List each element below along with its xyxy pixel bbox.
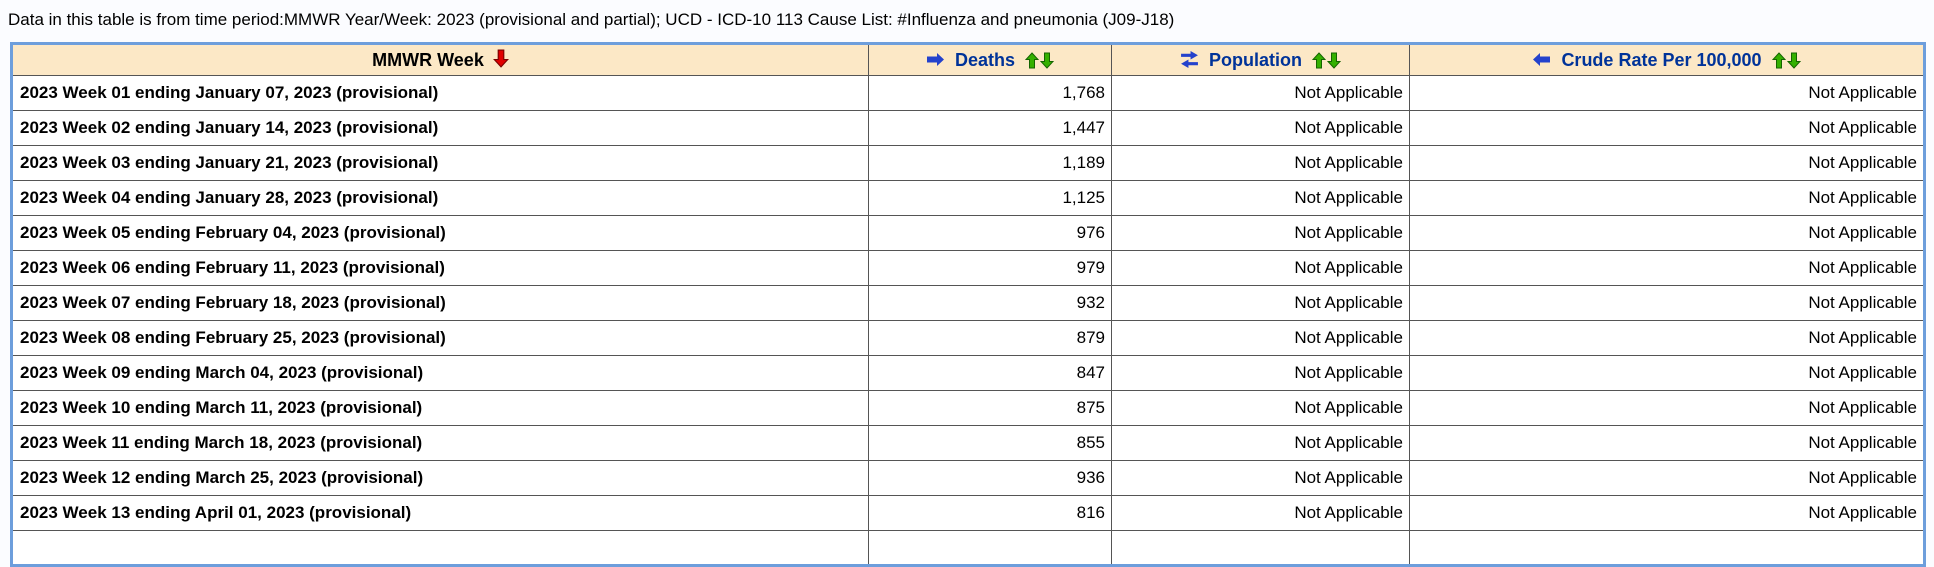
table-row: 2023 Week 12 ending March 25, 2023 (prov…: [11, 459, 1925, 496]
header-row: MMWR Week Deaths Population Crude Rate P…: [11, 43, 1925, 76]
crude-rate-cell: Not Applicable: [1409, 109, 1925, 146]
population-cell: Not Applicable: [1111, 74, 1410, 111]
crude-rate-cell: Not Applicable: [1409, 284, 1925, 321]
population-cell: Not Applicable: [1111, 494, 1410, 531]
deaths-cell: 879: [868, 319, 1112, 356]
population-cell: Not Applicable: [1111, 424, 1410, 461]
mmwr-week-cell: 2023 Week 10 ending March 11, 2023 (prov…: [11, 389, 869, 426]
mmwr-week-cell: 2023 Week 08 ending February 25, 2023 (p…: [11, 319, 869, 356]
mmwr-week-cell: 2023 Week 04 ending January 28, 2023 (pr…: [11, 179, 869, 216]
mmwr-week-cell: 2023 Week 09 ending March 04, 2023 (prov…: [11, 354, 869, 391]
deaths-cell: 979: [868, 249, 1112, 286]
sort-controls: [1024, 49, 1055, 70]
mmwr-week-cell: 2023 Week 03 ending January 21, 2023 (pr…: [11, 144, 869, 181]
table-row: 2023 Week 07 ending February 18, 2023 (p…: [11, 284, 1925, 321]
population-cell: Not Applicable: [1111, 144, 1410, 181]
deaths-cell: 932: [868, 284, 1112, 321]
deaths-cell: 976: [868, 214, 1112, 251]
table-row-partial: [11, 529, 1925, 566]
results-table: MMWR Week Deaths Population Crude Rate P…: [10, 42, 1926, 567]
move-column-left-icon[interactable]: [1532, 52, 1551, 67]
crude-rate-cell: Not Applicable: [1409, 389, 1925, 426]
table-row: 2023 Week 05 ending February 04, 2023 (p…: [11, 214, 1925, 251]
crude-rate-cell: Not Applicable: [1409, 179, 1925, 216]
table-row: 2023 Week 01 ending January 07, 2023 (pr…: [11, 74, 1925, 111]
sort-descending-active-icon[interactable]: [492, 49, 509, 68]
column-label-mmwr-week: MMWR Week: [372, 49, 484, 70]
column-label-population: Population: [1209, 49, 1302, 70]
time-period-caption: Data in this table is from time period:M…: [8, 10, 1175, 29]
population-cell: Not Applicable: [1111, 354, 1410, 391]
sort-descending-icon[interactable]: [1327, 52, 1341, 69]
sort-descending-icon[interactable]: [1040, 52, 1055, 69]
mmwr-week-cell: 2023 Week 12 ending March 25, 2023 (prov…: [11, 459, 869, 496]
column-label-crude-rate: Crude Rate Per 100,000: [1561, 49, 1762, 70]
crude-rate-cell: Not Applicable: [1409, 214, 1925, 251]
move-column-right-icon[interactable]: [926, 52, 945, 67]
population-cell: Not Applicable: [1111, 179, 1410, 216]
page: { "page": { "caption": "Data in this tab…: [8, 10, 1926, 567]
crude-rate-cell: Not Applicable: [1409, 354, 1925, 391]
deaths-cell: 816: [868, 494, 1112, 531]
population-cell: Not Applicable: [1111, 319, 1410, 356]
population-cell: Not Applicable: [1111, 284, 1410, 321]
swap-columns-icon[interactable]: [1180, 50, 1199, 69]
table-row: 2023 Week 11 ending March 18, 2023 (prov…: [11, 424, 1925, 461]
mmwr-week-cell: 2023 Week 01 ending January 07, 2023 (pr…: [11, 74, 869, 111]
mmwr-week-cell: 2023 Week 07 ending February 18, 2023 (p…: [11, 284, 869, 321]
deaths-cell: 936: [868, 459, 1112, 496]
mmwr-week-cell: 2023 Week 05 ending February 04, 2023 (p…: [11, 214, 869, 251]
population-cell: Not Applicable: [1111, 214, 1410, 251]
column-header-deaths: Deaths: [868, 43, 1112, 76]
population-cell: Not Applicable: [1111, 249, 1410, 286]
deaths-cell: 1,189: [868, 144, 1112, 181]
population-cell: Not Applicable: [1111, 109, 1410, 146]
crude-rate-cell: Not Applicable: [1409, 74, 1925, 111]
crude-rate-cell: Not Applicable: [1409, 249, 1925, 286]
population-cell: Not Applicable: [1111, 459, 1410, 496]
mmwr-week-cell: 2023 Week 11 ending March 18, 2023 (prov…: [11, 424, 869, 461]
sort-controls: [1771, 49, 1801, 70]
table-row: 2023 Week 13 ending April 01, 2023 (prov…: [11, 494, 1925, 531]
mmwr-week-cell: 2023 Week 13 ending April 01, 2023 (prov…: [11, 494, 869, 531]
table-row: 2023 Week 03 ending January 21, 2023 (pr…: [11, 144, 1925, 181]
mmwr-week-cell: 2023 Week 06 ending February 11, 2023 (p…: [11, 249, 869, 286]
deaths-cell: 855: [868, 424, 1112, 461]
column-header-population: Population: [1111, 43, 1410, 76]
crude-rate-cell: Not Applicable: [1409, 144, 1925, 181]
column-label-deaths: Deaths: [954, 49, 1016, 70]
column-header-mmwr-week: MMWR Week: [11, 43, 869, 76]
clipped-next-row: [11, 529, 1925, 566]
table-row: 2023 Week 09 ending March 04, 2023 (prov…: [11, 354, 1925, 391]
sort-descending-icon[interactable]: [1786, 52, 1801, 69]
sort-ascending-icon[interactable]: [1025, 51, 1040, 69]
sort-ascending-icon[interactable]: [1312, 51, 1326, 69]
deaths-cell: 1,447: [868, 109, 1112, 146]
sort-ascending-icon[interactable]: [1771, 51, 1786, 69]
crude-rate-cell: Not Applicable: [1409, 424, 1925, 461]
table-row: 2023 Week 06 ending February 11, 2023 (p…: [11, 249, 1925, 286]
population-cell: Not Applicable: [1111, 389, 1410, 426]
crude-rate-cell: Not Applicable: [1409, 319, 1925, 356]
table-row: 2023 Week 04 ending January 28, 2023 (pr…: [11, 179, 1925, 216]
deaths-cell: 847: [868, 354, 1112, 391]
deaths-cell: 1,125: [868, 179, 1112, 216]
crude-rate-cell: Not Applicable: [1409, 459, 1925, 496]
crude-rate-cell: Not Applicable: [1409, 494, 1925, 531]
deaths-cell: 1,768: [868, 74, 1112, 111]
mmwr-week-cell: 2023 Week 02 ending January 14, 2023 (pr…: [11, 109, 869, 146]
deaths-cell: 875: [868, 389, 1112, 426]
column-header-crude-rate: Crude Rate Per 100,000: [1409, 43, 1925, 76]
table-body: 2023 Week 01 ending January 07, 2023 (pr…: [11, 74, 1925, 531]
table-row: 2023 Week 10 ending March 11, 2023 (prov…: [11, 389, 1925, 426]
table-row: 2023 Week 02 ending January 14, 2023 (pr…: [11, 109, 1925, 146]
table-row: 2023 Week 08 ending February 25, 2023 (p…: [11, 319, 1925, 356]
sort-controls: [1311, 49, 1341, 70]
